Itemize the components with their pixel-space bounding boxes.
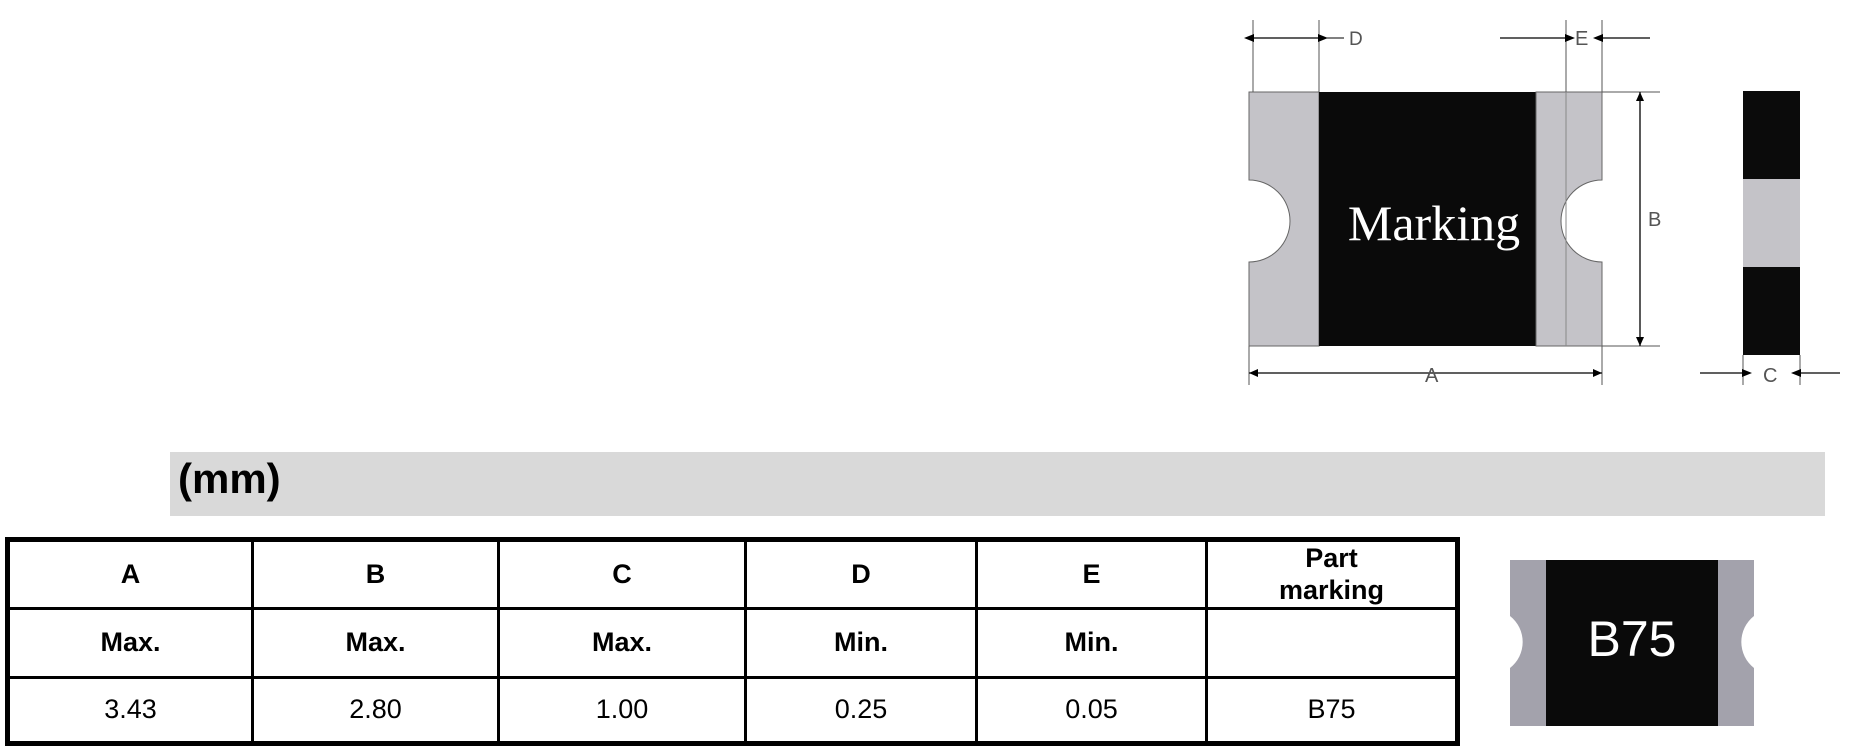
svg-text:Marking: Marking (1348, 195, 1520, 251)
svg-text:B: B (1648, 209, 1661, 231)
svg-text:B75: B75 (1588, 611, 1677, 667)
svg-text:A: A (1425, 365, 1439, 387)
svg-text:E: E (1575, 28, 1588, 50)
svg-text:C: C (1763, 365, 1777, 387)
svg-text:D: D (1349, 29, 1363, 50)
